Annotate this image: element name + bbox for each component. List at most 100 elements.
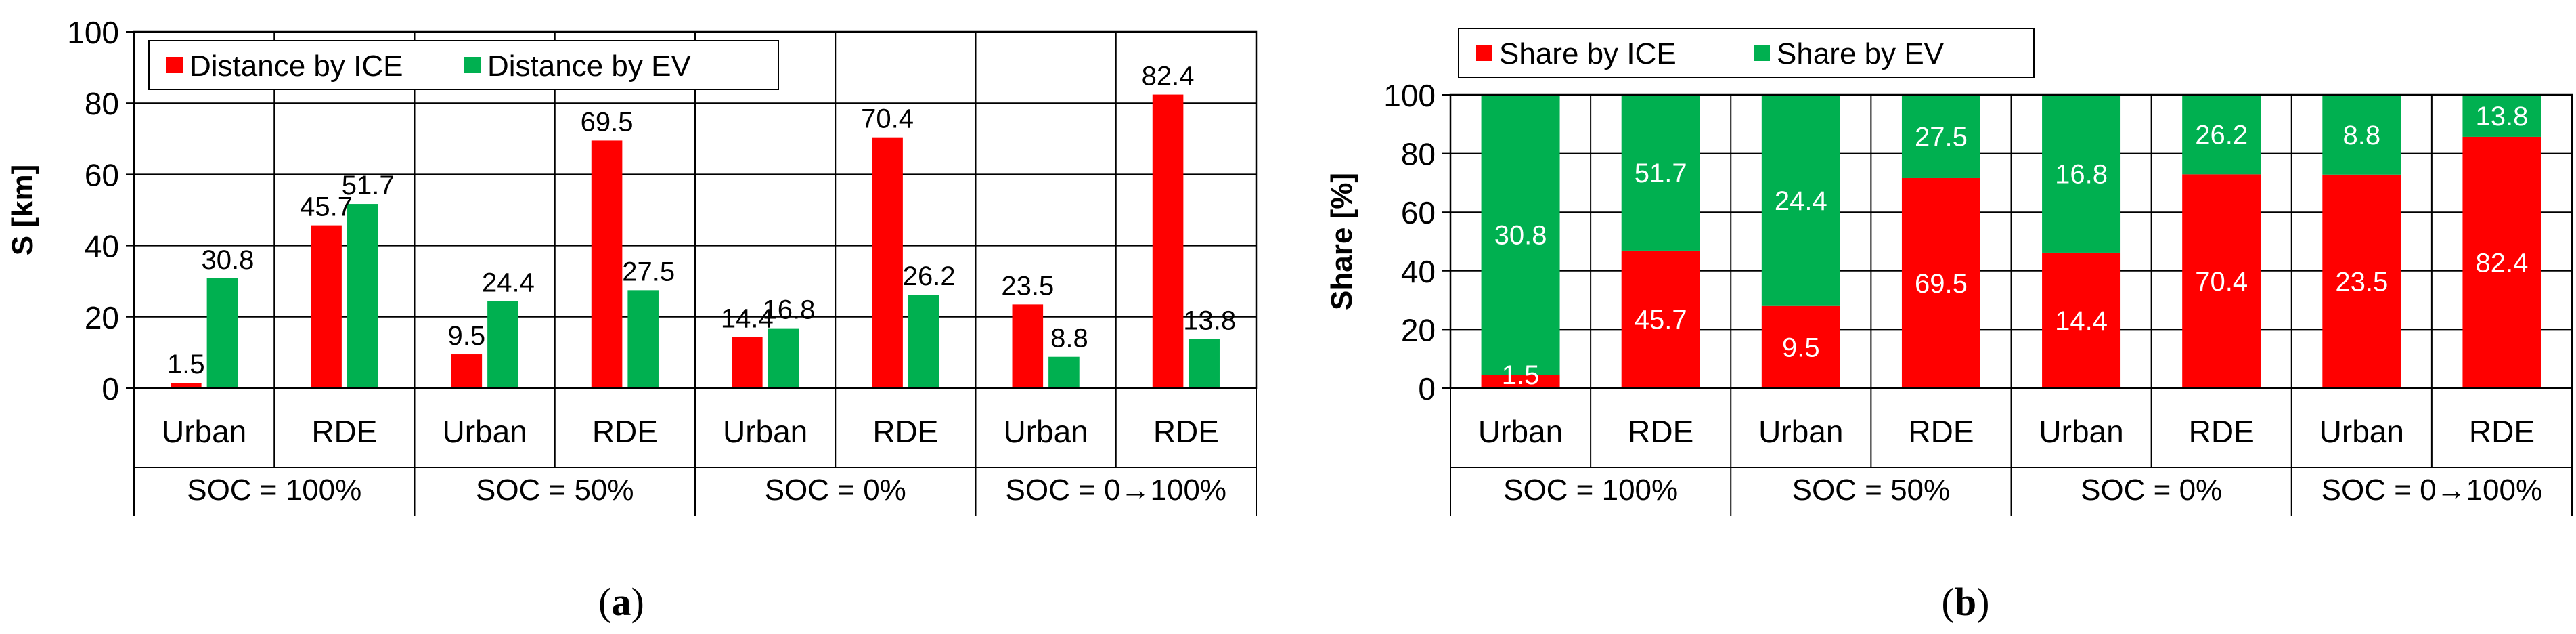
data-label-ice: 45.7: [300, 192, 353, 222]
data-label-ev: 51.7: [1635, 158, 1687, 188]
data-label-ev: 30.8: [201, 245, 254, 275]
chart-b: 0 20 40 60 80 100 Share [%] 1.5 30.8 45.7 51.7 9.5 2…: [1325, 28, 2573, 516]
x-category-label: RDE: [1628, 414, 1693, 449]
y-tick-label: 80: [1401, 137, 1436, 172]
x-category-label: RDE: [2189, 414, 2255, 449]
bar-ev: [1189, 339, 1220, 388]
bar-ev: [1761, 95, 1840, 306]
data-label-ice: 9.5: [448, 321, 486, 351]
bar-ice: [311, 225, 342, 388]
bar-ice: [1152, 94, 1184, 389]
legend-box: [1458, 28, 2035, 78]
data-label-ice: 70.4: [2195, 267, 2248, 297]
bar-ev: [487, 301, 518, 388]
bar-ev: [1481, 95, 1560, 375]
data-label-ev: 13.8: [2476, 102, 2529, 131]
bar-ev: [2182, 95, 2261, 175]
plot-frame: [1449, 93, 2573, 389]
y-axis-title: S [km]: [6, 165, 39, 255]
y-tick-label: 40: [85, 229, 119, 264]
data-label-ice: 45.7: [1635, 305, 1687, 335]
y-tick-label: 20: [1401, 312, 1436, 347]
data-label-ice: 14.4: [721, 303, 774, 333]
y-tick-label: 100: [1383, 78, 1436, 113]
bar-ev: [2042, 95, 2121, 253]
legend-label-ev: Distance by EV: [487, 49, 691, 83]
bar-ev: [2462, 95, 2541, 137]
data-label-ev: 16.8: [762, 295, 815, 325]
legend-swatch-ev: [464, 57, 481, 73]
legend-swatch-ice: [166, 57, 183, 73]
bar-ev: [206, 278, 238, 388]
x-category-label: RDE: [592, 414, 658, 449]
data-label-ice: 9.5: [1782, 333, 1820, 362]
data-label-ev: 24.4: [1775, 186, 1827, 216]
legend: Distance by ICE Distance by EV: [148, 40, 779, 90]
data-label-ice: 23.5: [2335, 267, 2388, 297]
bar-ice: [171, 383, 202, 388]
x-group-label: SOC = 50%: [476, 473, 634, 507]
x-group-label: SOC = 100%: [1503, 473, 1678, 507]
plot-frame: [133, 30, 1258, 389]
data-label-ice: 69.5: [1915, 269, 1968, 299]
data-label-ev: 24.4: [482, 268, 535, 298]
bar-ice: [872, 137, 903, 389]
data-label-ice: 14.4: [2055, 306, 2108, 336]
x-category-label: Urban: [442, 414, 527, 449]
data-label-ev: 8.8: [1050, 324, 1088, 354]
bar-ev: [347, 204, 378, 388]
bar-ice: [1901, 177, 1980, 388]
bar-ice: [2042, 252, 2121, 388]
x-category-label: Urban: [2039, 414, 2123, 449]
bar-ev: [908, 295, 939, 388]
data-label-ev: 13.8: [1183, 305, 1236, 335]
legend-label-ice: Distance by ICE: [190, 49, 403, 83]
x-category-label: Urban: [162, 414, 246, 449]
legend-swatch-ice: [1476, 45, 1492, 61]
y-tick-label: 0: [102, 371, 119, 406]
bar-ev: [768, 328, 799, 388]
bar-ice: [2182, 174, 2261, 388]
data-label-ice: 82.4: [2476, 248, 2529, 278]
y-tick-label: 60: [85, 157, 119, 192]
bar-ev: [1048, 356, 1080, 388]
panel-label-a: (a): [598, 580, 644, 624]
data-label-ice: 1.5: [1502, 360, 1540, 390]
bar-ice: [1481, 375, 1560, 388]
x-category-label: RDE: [872, 414, 938, 449]
data-label-ev: 27.5: [1915, 122, 1968, 152]
x-category-label: Urban: [1758, 414, 1843, 449]
y-tick-label: 60: [1401, 195, 1436, 230]
x-category-label: Urban: [1478, 414, 1563, 449]
legend-swatch-ev: [1754, 45, 1770, 61]
bar-ice: [451, 354, 483, 388]
data-label-ev: 26.2: [2195, 121, 2248, 150]
x-group-label: SOC = 0%: [765, 473, 906, 507]
x-group-label: SOC = 100%: [187, 473, 361, 507]
legend-label-ice: Share by ICE: [1499, 37, 1676, 70]
x-group-label: SOC = 50%: [1792, 473, 1951, 507]
bar-ev: [627, 290, 659, 388]
bar-ice: [1012, 304, 1044, 388]
data-label-ev: 16.8: [2055, 159, 2108, 189]
bar-ice: [1621, 250, 1700, 388]
data-label-ice: 69.5: [581, 107, 634, 137]
bar-ice: [2322, 174, 2401, 388]
x-category-label: Urban: [723, 414, 807, 449]
bar-ev: [2322, 95, 2401, 175]
x-category-label: RDE: [1153, 414, 1219, 449]
bar-ice: [2462, 136, 2541, 388]
panel-label-b: (b): [1942, 580, 1990, 624]
data-label-ev: 30.8: [1494, 221, 1547, 251]
data-label-ev: 26.2: [903, 261, 956, 291]
bar-ice: [591, 140, 623, 388]
data-label-ice: 1.5: [167, 350, 205, 379]
x-category-label: RDE: [311, 414, 377, 449]
x-group-label: SOC = 0→100%: [2322, 473, 2543, 507]
data-label-ice: 70.4: [861, 104, 914, 134]
x-category-label: RDE: [1908, 414, 1974, 449]
data-label-ev: 51.7: [342, 171, 395, 200]
x-category-label: RDE: [2469, 414, 2535, 449]
data-label-ice: 23.5: [1001, 271, 1054, 301]
